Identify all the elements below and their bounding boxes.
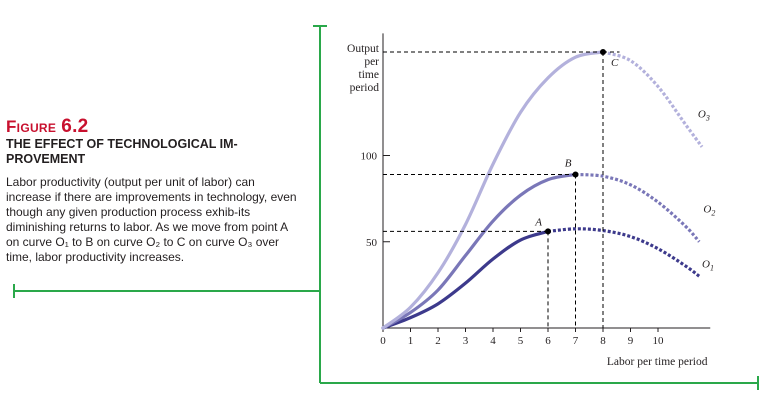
curve-o1-dashed — [547, 227, 701, 278]
curve-o2-solid — [381, 172, 578, 330]
x-tick-label: 4 — [490, 335, 496, 347]
point-label-a: A — [534, 216, 542, 228]
y-tick-label: 50 — [366, 237, 378, 249]
curve-label-o2: O2 — [703, 203, 715, 217]
figure-label-number: 6.2 — [61, 116, 89, 137]
figure-label-prefix: Figure — [6, 117, 57, 136]
x-tick-label: 10 — [653, 335, 665, 347]
point-label-c: C — [611, 57, 619, 69]
y-axis-label-line: time — [359, 69, 379, 81]
x-tick-label: 9 — [628, 335, 634, 347]
curve-o2-dashed — [575, 172, 701, 243]
curve-o3-solid — [381, 50, 605, 330]
y-axis-label-line: per — [364, 56, 379, 68]
y-axis-label-line: period — [350, 82, 380, 94]
x-tick-label: 3 — [463, 335, 469, 347]
x-tick-label: 8 — [600, 335, 606, 347]
x-tick-label: 0 — [380, 335, 386, 347]
curve-label-o3: O3 — [698, 109, 710, 123]
curve-o3-dashed — [602, 50, 704, 148]
curve-label-base: O — [702, 259, 710, 271]
x-tick-label: 2 — [435, 335, 441, 347]
point-c — [600, 49, 606, 55]
curve-label-sub: 3 — [705, 114, 710, 123]
figure-caption: Figure 6.2 THE EFFECT OF TECHNOLOGICAL I… — [6, 116, 306, 265]
y-axis-label: Output per time period — [347, 43, 380, 94]
figure-label: Figure 6.2 — [6, 116, 306, 137]
curve-label-o1: O1 — [702, 259, 714, 273]
point-a — [545, 228, 551, 235]
frame-lines — [13, 25, 759, 390]
curve-label-sub: 2 — [711, 208, 715, 217]
figure-title: THE EFFECT OF TECHNOLOGICAL IM- PROVEMEN… — [6, 137, 238, 166]
x-tick-label: 1 — [408, 335, 414, 347]
curve-label-base: O — [698, 109, 706, 121]
curve-label-sub: 1 — [710, 264, 714, 273]
x-tick-label: 5 — [518, 335, 524, 347]
point-label-b: B — [565, 157, 572, 169]
point-b — [572, 171, 579, 178]
x-tick-label: 7 — [573, 335, 579, 347]
curve-label-base: O — [703, 203, 711, 215]
x-axis-label: Labor per time period — [607, 356, 708, 368]
figure-caption-text: Labor productivity (output per unit of l… — [6, 175, 297, 264]
x-tick-label: 6 — [545, 335, 551, 347]
y-tick-label: 100 — [361, 151, 378, 163]
chart: 0 1 2 3 4 5 6 7 8 9 10 50 100 Output per time period Labo… — [347, 33, 715, 368]
y-axis-label-line: Output — [347, 43, 380, 55]
curve-o1-solid — [381, 229, 550, 330]
